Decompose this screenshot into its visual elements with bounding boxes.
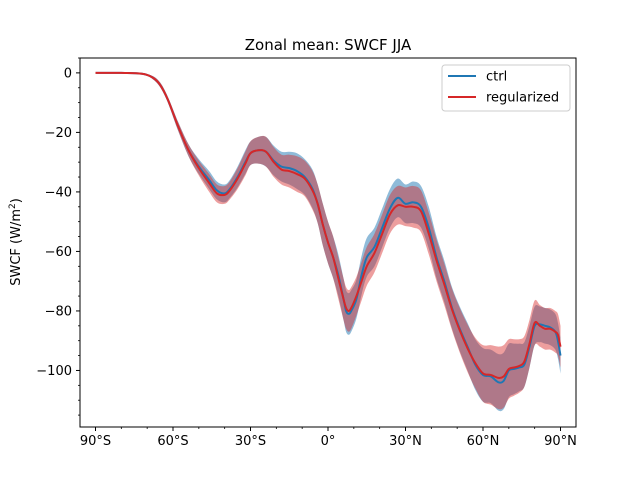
y-axis-label-base: SWCF (W/m	[9, 209, 24, 286]
legend: ctrl regularized	[441, 64, 571, 112]
y-tick-label: −60	[45, 245, 72, 260]
x-tick-label: 0°	[321, 434, 336, 449]
x-tick-label: 90°N	[544, 434, 577, 449]
y-tick-label: 0	[64, 66, 72, 81]
y-tick-label: −40	[45, 185, 72, 200]
legend-label-ctrl: ctrl	[486, 70, 507, 85]
y-axis-ticks: 0 −20 −40 −60 −80 −100	[36, 57, 80, 416]
y-axis-label: SWCF (W/m2)	[8, 198, 24, 286]
y-tick-label: −80	[45, 304, 72, 319]
y-axis-label-tail: )	[9, 198, 24, 203]
x-tick-label: 30°N	[389, 434, 422, 449]
x-tick-label: 60°S	[157, 434, 188, 449]
legend-label-regularized: regularized	[486, 91, 559, 106]
y-tick-label: −100	[36, 364, 72, 379]
y-axis-label-sup: 2	[8, 203, 18, 209]
x-tick-label: 60°N	[467, 434, 500, 449]
chart-title: Zonal mean: SWCF JJA	[245, 36, 412, 54]
line-ctrl	[95, 71, 562, 384]
y-tick-label: −20	[45, 126, 72, 141]
x-axis-ticks: 90°S 60°S 30°S 0° 30°N 60°N 90°N	[80, 427, 577, 449]
x-tick-label: 90°S	[80, 434, 111, 449]
x-tick-label: 30°S	[235, 434, 266, 449]
line-regularized	[95, 71, 562, 379]
series-lines	[95, 71, 562, 384]
